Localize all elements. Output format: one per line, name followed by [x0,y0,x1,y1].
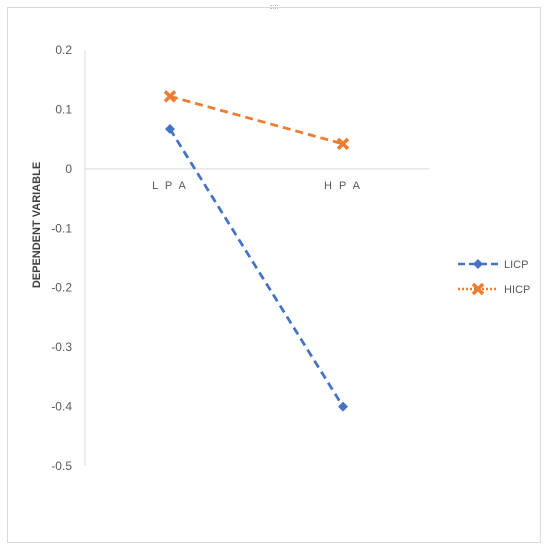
legend-item-licp: LICP [458,259,528,271]
y-tick-label: -0.1 [51,221,72,235]
y-tick-label: 0.1 [55,102,72,116]
y-tick-labels: 0.2 0.1 0 -0.1 -0.2 -0.3 -0.4 -0.5 [51,43,72,473]
legend-label: LICP [504,259,528,271]
resize-handle-top[interactable] [270,5,278,9]
legend-marker [471,282,485,296]
y-tick-label: -0.5 [51,459,72,473]
legend: LICP HICP [458,259,530,296]
y-tick-label: -0.2 [51,281,72,295]
y-tick-label: -0.4 [51,400,72,414]
legend-item-hicp: HICP [458,282,530,296]
series-line-hicp [169,95,344,146]
axes [84,50,430,466]
series-line-licp [168,128,345,408]
series [163,90,350,412]
y-tick-label: -0.3 [51,340,72,354]
legend-label: HICP [504,284,530,296]
y-axis-title: DEPENDENT VARIABLE [31,162,43,288]
y-tick-label: 0 [65,162,72,176]
legend-marker [473,259,483,269]
data-point-hicp [163,90,177,103]
chart-frame [7,7,541,543]
data-point-licp [165,124,175,135]
data-point-licp [338,401,348,412]
y-tick-label: 0.2 [55,43,72,57]
x-category-label: L P A [152,180,188,192]
x-category-label: H P A [324,180,362,192]
data-point-hicp [336,137,350,151]
